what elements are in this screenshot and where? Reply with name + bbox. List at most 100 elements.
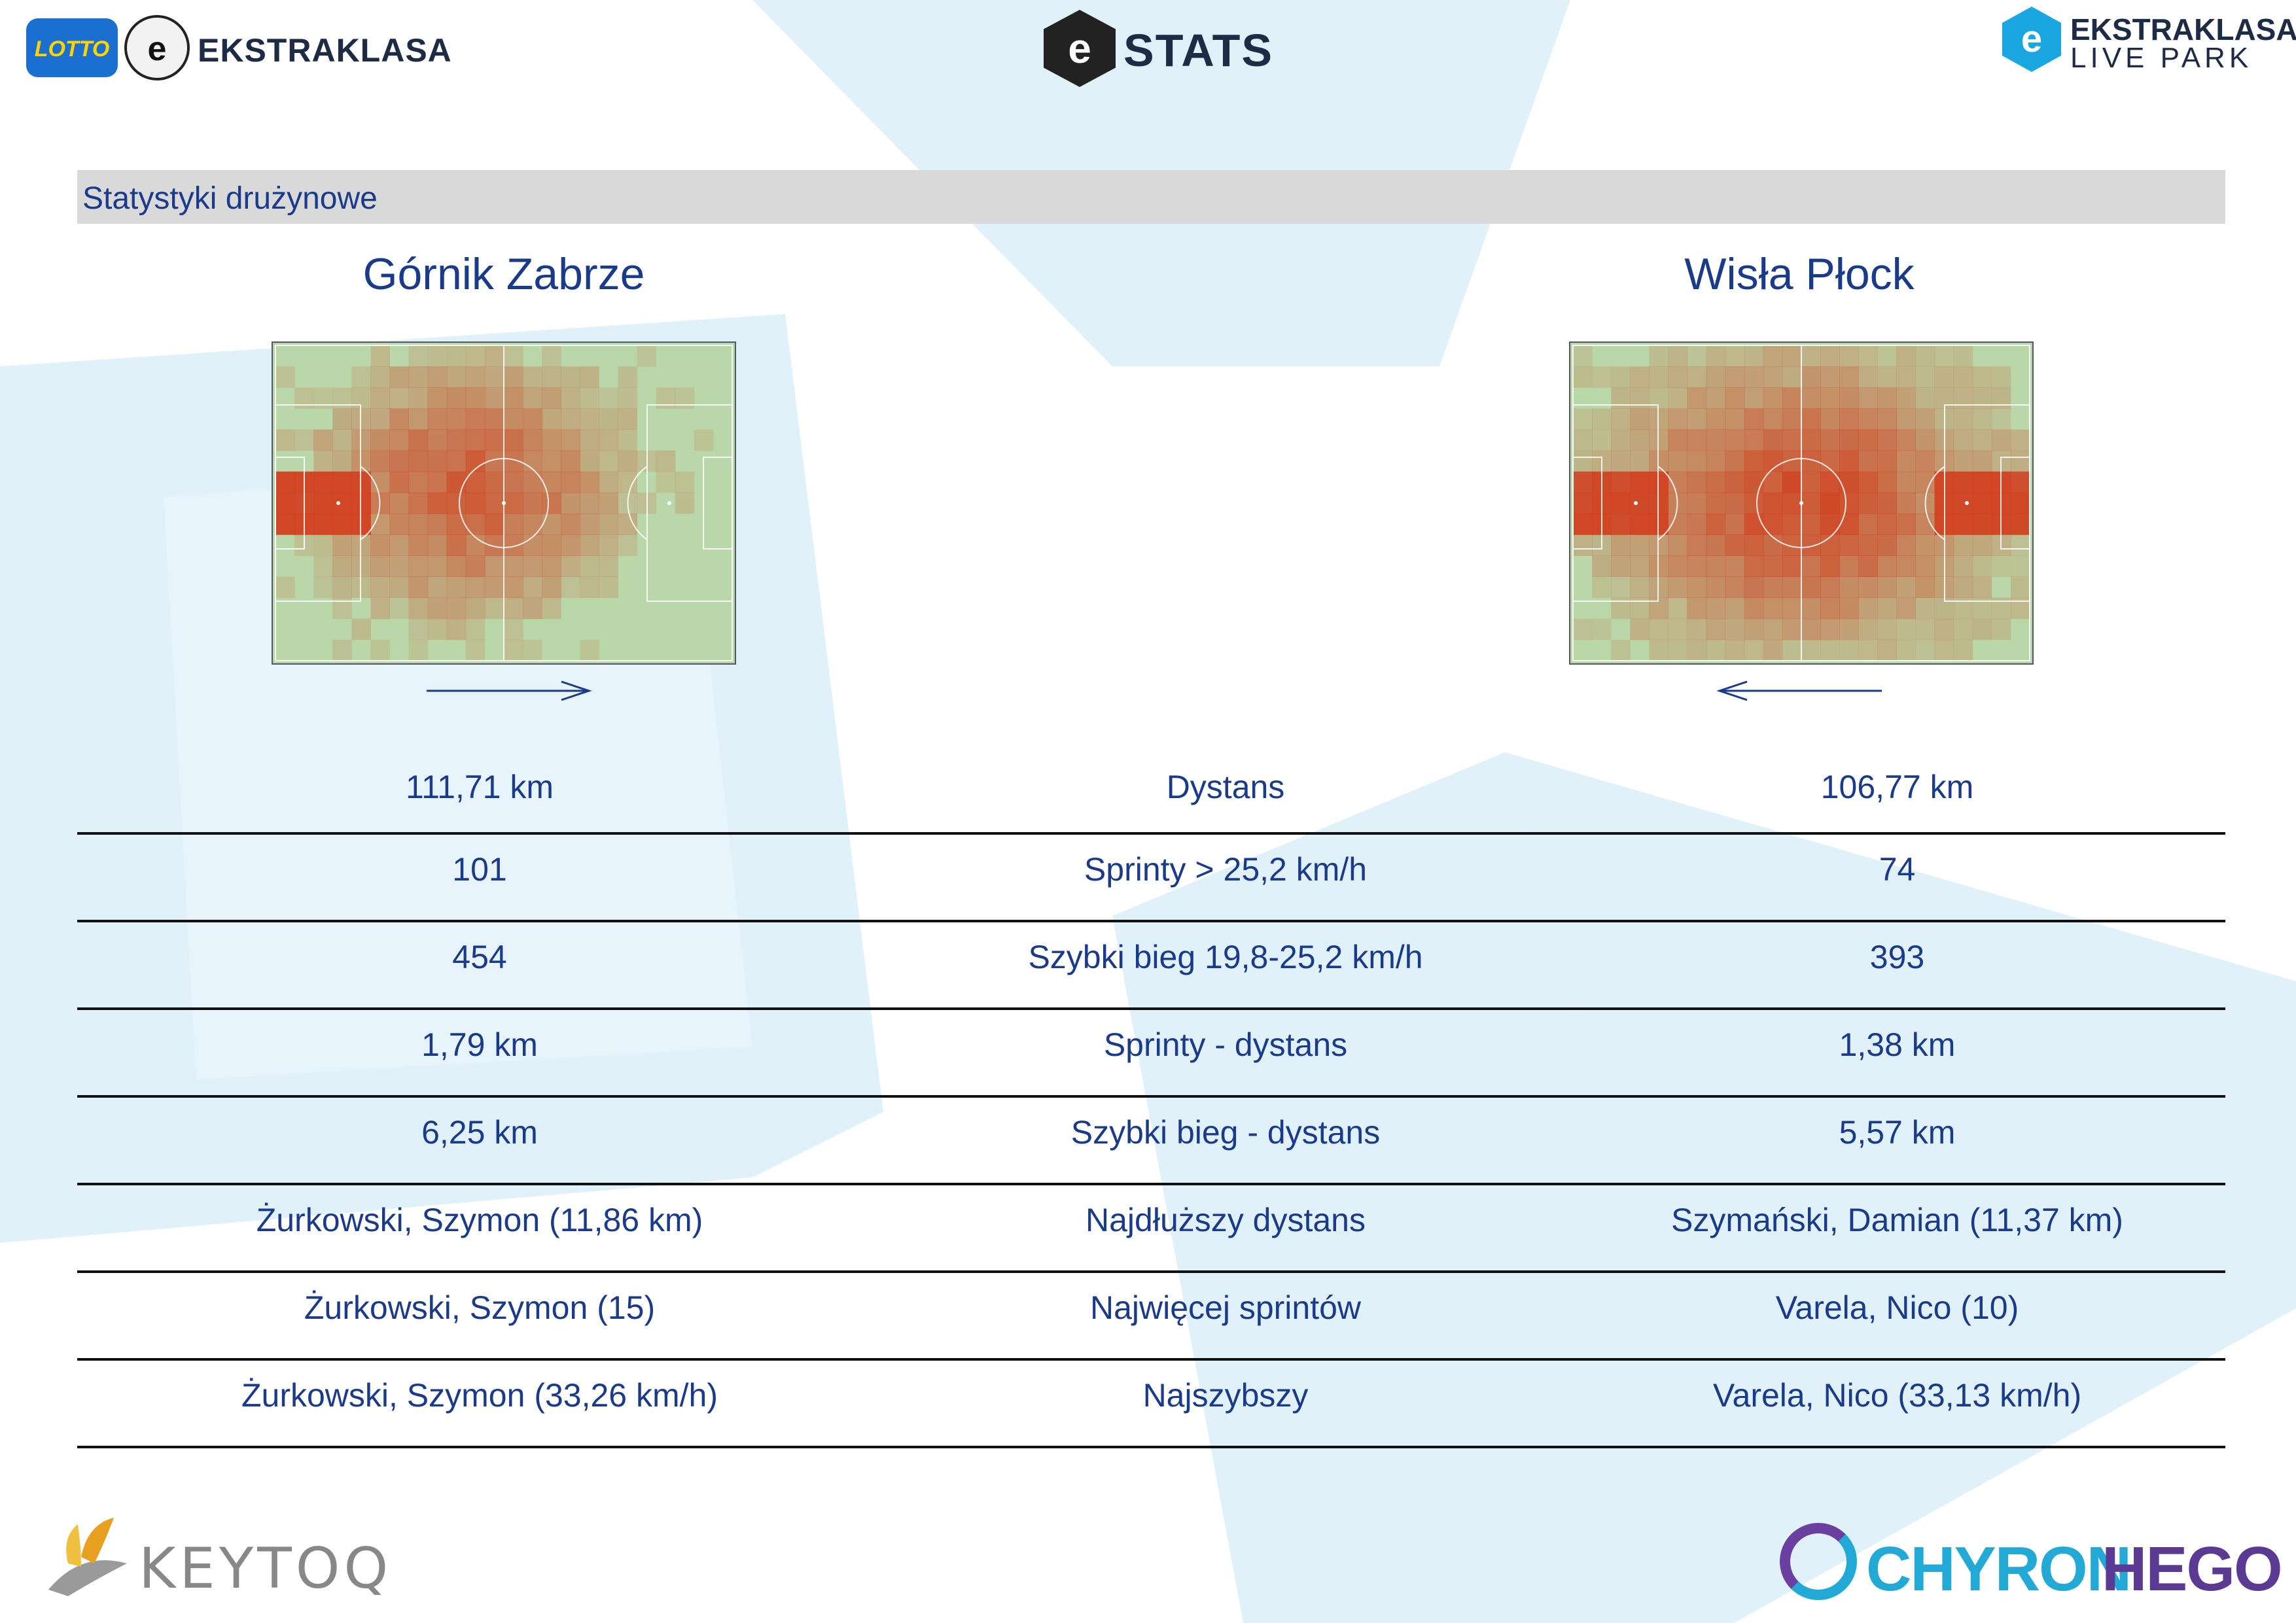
heat-cell (618, 429, 638, 451)
heat-cell (1953, 555, 1973, 577)
heat-cell (465, 492, 486, 514)
heat-cell (389, 576, 410, 599)
heat-cell (1744, 471, 1764, 493)
heat-cell (1915, 387, 1935, 409)
heat-cell (446, 514, 467, 535)
heat-cell (1858, 345, 1878, 367)
heat-cell (1972, 618, 1992, 640)
heat-cell (1592, 366, 1612, 388)
heat-cell (580, 492, 599, 514)
heat-cell (1896, 450, 1916, 472)
heat-cell (427, 471, 448, 493)
heat-cell (332, 450, 352, 472)
heat-cell (332, 534, 352, 556)
heat-cell (1896, 366, 1916, 388)
heat-cell (580, 514, 599, 535)
home-value: Żurkowski, Szymon (33,26 km/h) (241, 1377, 718, 1414)
heat-cell (1592, 576, 1612, 599)
heat-cell (504, 429, 523, 451)
heat-cell (1687, 429, 1707, 451)
heat-cell (1896, 639, 1916, 661)
heat-cell (1820, 618, 1840, 640)
heat-cell (370, 597, 390, 620)
heat-cell (1687, 366, 1707, 388)
heat-cell (1725, 408, 1745, 430)
heat-cell (580, 366, 599, 388)
heat-cell (465, 555, 486, 577)
away-value: Szymański, Damian (11,37 km) (1671, 1202, 2123, 1238)
heat-cell (1744, 514, 1764, 535)
heat-cell (504, 597, 523, 620)
heat-cell (427, 534, 448, 556)
heat-cell (542, 387, 561, 409)
heat-cell (1630, 408, 1650, 430)
heat-cell (1630, 555, 1650, 577)
chyron-wordmark: CHYRON (1866, 1534, 2132, 1604)
heat-cell (1611, 387, 1631, 409)
heat-cell (484, 597, 504, 620)
heat-cell (1820, 408, 1840, 430)
heat-cell (389, 429, 410, 451)
stat-row: Żurkowski, Szymon (15) Najwięcej sprintó… (77, 1273, 2225, 1361)
heat-cell (1991, 366, 2011, 388)
live-park-line2: LIVE PARK (2070, 42, 2253, 74)
heat-cell (580, 555, 599, 577)
heat-cell (427, 576, 448, 599)
heat-cell (1953, 618, 1973, 640)
heat-cell (1706, 618, 1726, 640)
heat-cell (1573, 618, 1593, 640)
heat-cell (580, 408, 599, 430)
heat-cell (1611, 429, 1631, 451)
heat-cell (1744, 492, 1764, 514)
heat-cell (1668, 471, 1687, 493)
away-value: 74 (1879, 851, 1916, 888)
ekstraklasa-logo[interactable]: LOTTO e EKSTRAKLASA (26, 12, 451, 84)
heat-cell (1763, 387, 1783, 409)
heat-cell (1801, 597, 1821, 620)
heat-cell (1744, 345, 1764, 367)
stat-row: 454 Szybki bieg 19,8-25,2 km/h 393 (77, 922, 2225, 1010)
keytoq-logo[interactable]: KEYTOQ (42, 1505, 408, 1609)
heat-cell (408, 534, 429, 556)
chyronhego-logo[interactable]: CHYRON HEGO (1780, 1518, 2284, 1609)
heat-cell (408, 576, 429, 599)
heat-cell (446, 555, 467, 577)
heat-cell (1820, 576, 1840, 599)
heat-cell (1649, 387, 1669, 409)
home-value: 6,25 km (421, 1114, 538, 1151)
heat-cell (542, 471, 561, 493)
heat-cell (1820, 555, 1840, 577)
heat-cell (1649, 471, 1669, 493)
heat-cell (1877, 514, 1897, 535)
heat-cell (1649, 408, 1669, 430)
heat-cell (599, 555, 618, 577)
heat-cell (1630, 471, 1650, 493)
live-park-logo[interactable]: e EKSTRAKLASA LIVE PARK (2002, 7, 2296, 79)
heat-cell (332, 408, 352, 430)
heat-cell (427, 345, 448, 367)
heat-cell (1896, 514, 1916, 535)
heat-cell (1934, 345, 1954, 367)
heat-cell (1763, 408, 1783, 430)
heat-cell (656, 387, 676, 409)
heat-cell (1896, 555, 1916, 577)
heat-cell (313, 534, 333, 556)
heat-cell (427, 408, 448, 430)
heat-cell (1782, 492, 1802, 514)
heat-cell (332, 555, 352, 577)
heat-cell (275, 429, 295, 451)
heat-cell (1763, 555, 1783, 577)
heat-cell (1991, 618, 2011, 640)
heat-cell (427, 492, 448, 514)
heat-cell (675, 471, 695, 493)
heat-cell (389, 471, 410, 493)
heat-cell (1839, 576, 1859, 599)
heat-cell (1839, 597, 1859, 620)
heat-cell (2010, 450, 2030, 472)
heat-cell (1763, 597, 1783, 620)
heat-cell (1763, 471, 1783, 493)
heat-cell (1744, 555, 1764, 577)
heat-cell (1915, 514, 1935, 535)
heat-cell (1744, 534, 1764, 556)
heat-cell (561, 450, 580, 472)
